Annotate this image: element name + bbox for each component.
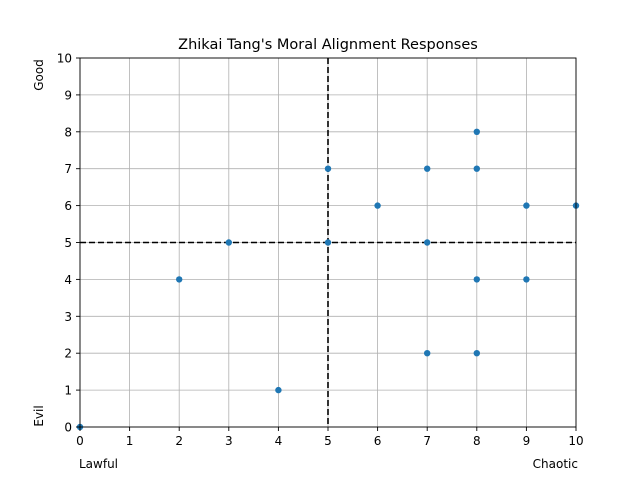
y-axis-high-label: Good [32, 59, 46, 91]
data-point [424, 350, 431, 357]
data-points [76, 128, 580, 431]
data-point [324, 239, 332, 246]
x-tick-label: 5 [324, 434, 332, 448]
y-axis-low-label: Evil [32, 405, 46, 426]
axis-ticks: 0 1 2 3 4 5 6 7 8 9 10 0 1 2 3 4 5 6 7 8 9 10 [57, 52, 584, 449]
x-tick-label: 3 [225, 434, 233, 448]
data-point [324, 165, 332, 172]
data-point [473, 128, 480, 135]
y-tick-label: 6 [64, 199, 72, 213]
y-tick-label: 9 [64, 88, 72, 102]
x-tick-label: 2 [175, 434, 183, 448]
data-point [424, 165, 431, 172]
chart-title: Zhikai Tang's Moral Alignment Responses [178, 37, 478, 53]
x-tick-label: 7 [423, 434, 431, 448]
data-point [225, 239, 232, 246]
data-point [523, 202, 530, 209]
y-tick-label: 3 [64, 310, 72, 324]
x-axis-low-label: Lawful [79, 457, 118, 471]
y-tick-label: 4 [64, 273, 72, 287]
data-point [275, 386, 282, 394]
x-axis-high-label: Chaotic [533, 457, 578, 471]
y-tick-label: 1 [64, 384, 72, 398]
x-tick-label: 8 [473, 434, 481, 448]
data-point [473, 165, 480, 172]
data-point [473, 276, 480, 283]
y-tick-label: 0 [64, 421, 72, 435]
data-point [424, 239, 431, 246]
x-tick-label: 10 [568, 434, 583, 448]
y-tick-label: 5 [64, 236, 72, 250]
data-point [523, 276, 530, 283]
x-tick-label: 1 [126, 434, 134, 448]
x-tick-label: 9 [523, 434, 531, 448]
data-point [473, 350, 480, 357]
y-tick-label: 2 [64, 347, 72, 361]
data-point [176, 276, 183, 283]
x-tick-label: 4 [275, 434, 283, 448]
data-point [374, 202, 381, 209]
y-tick-label: 7 [64, 162, 72, 176]
y-tick-label: 10 [57, 52, 72, 66]
x-tick-label: 0 [76, 434, 84, 448]
y-tick-label: 8 [64, 125, 72, 139]
x-tick-label: 6 [374, 434, 382, 448]
